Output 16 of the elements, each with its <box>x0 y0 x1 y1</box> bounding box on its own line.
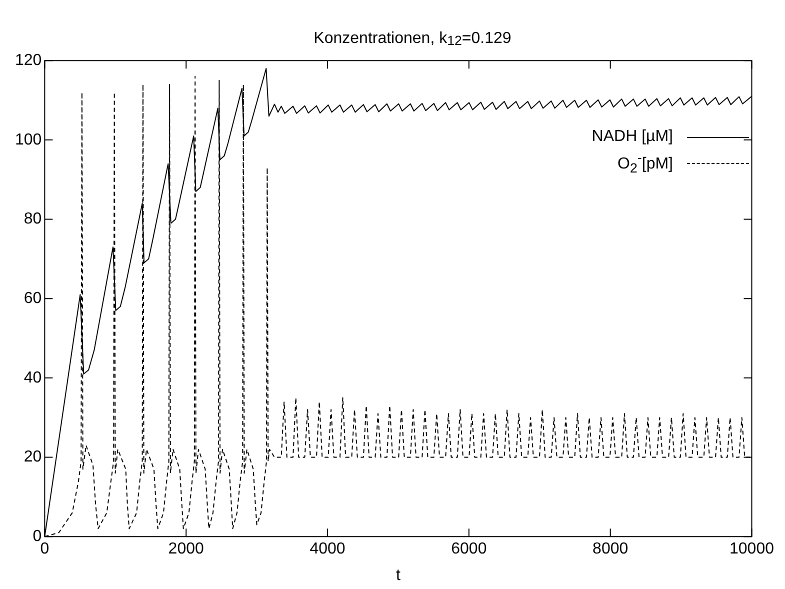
x-tick-label: 6000 <box>451 540 487 558</box>
y-tick-label: 0 <box>32 528 42 546</box>
y-tick-label: 20 <box>24 448 42 466</box>
x-tick-label: 2000 <box>168 540 204 558</box>
x-tick-label: 8000 <box>592 540 628 558</box>
y-tick-label: 60 <box>24 290 42 308</box>
legend-label: NADH [µM] <box>592 128 673 146</box>
y-tick-label: 100 <box>14 131 42 148</box>
y-tick-label: 80 <box>24 210 42 228</box>
y-tick-label: 120 <box>14 52 42 70</box>
chart-title: Konzentrationen, k$_{12}$=0.129 <box>312 29 512 48</box>
legend-label: O$_{2}$$^{-}$[pM] <box>618 150 673 176</box>
x-tick-label: 4000 <box>310 540 346 558</box>
y-tick-label: 40 <box>24 369 42 386</box>
x-tick-label: 10000 <box>730 540 774 558</box>
x-axis-title: t <box>396 566 401 584</box>
